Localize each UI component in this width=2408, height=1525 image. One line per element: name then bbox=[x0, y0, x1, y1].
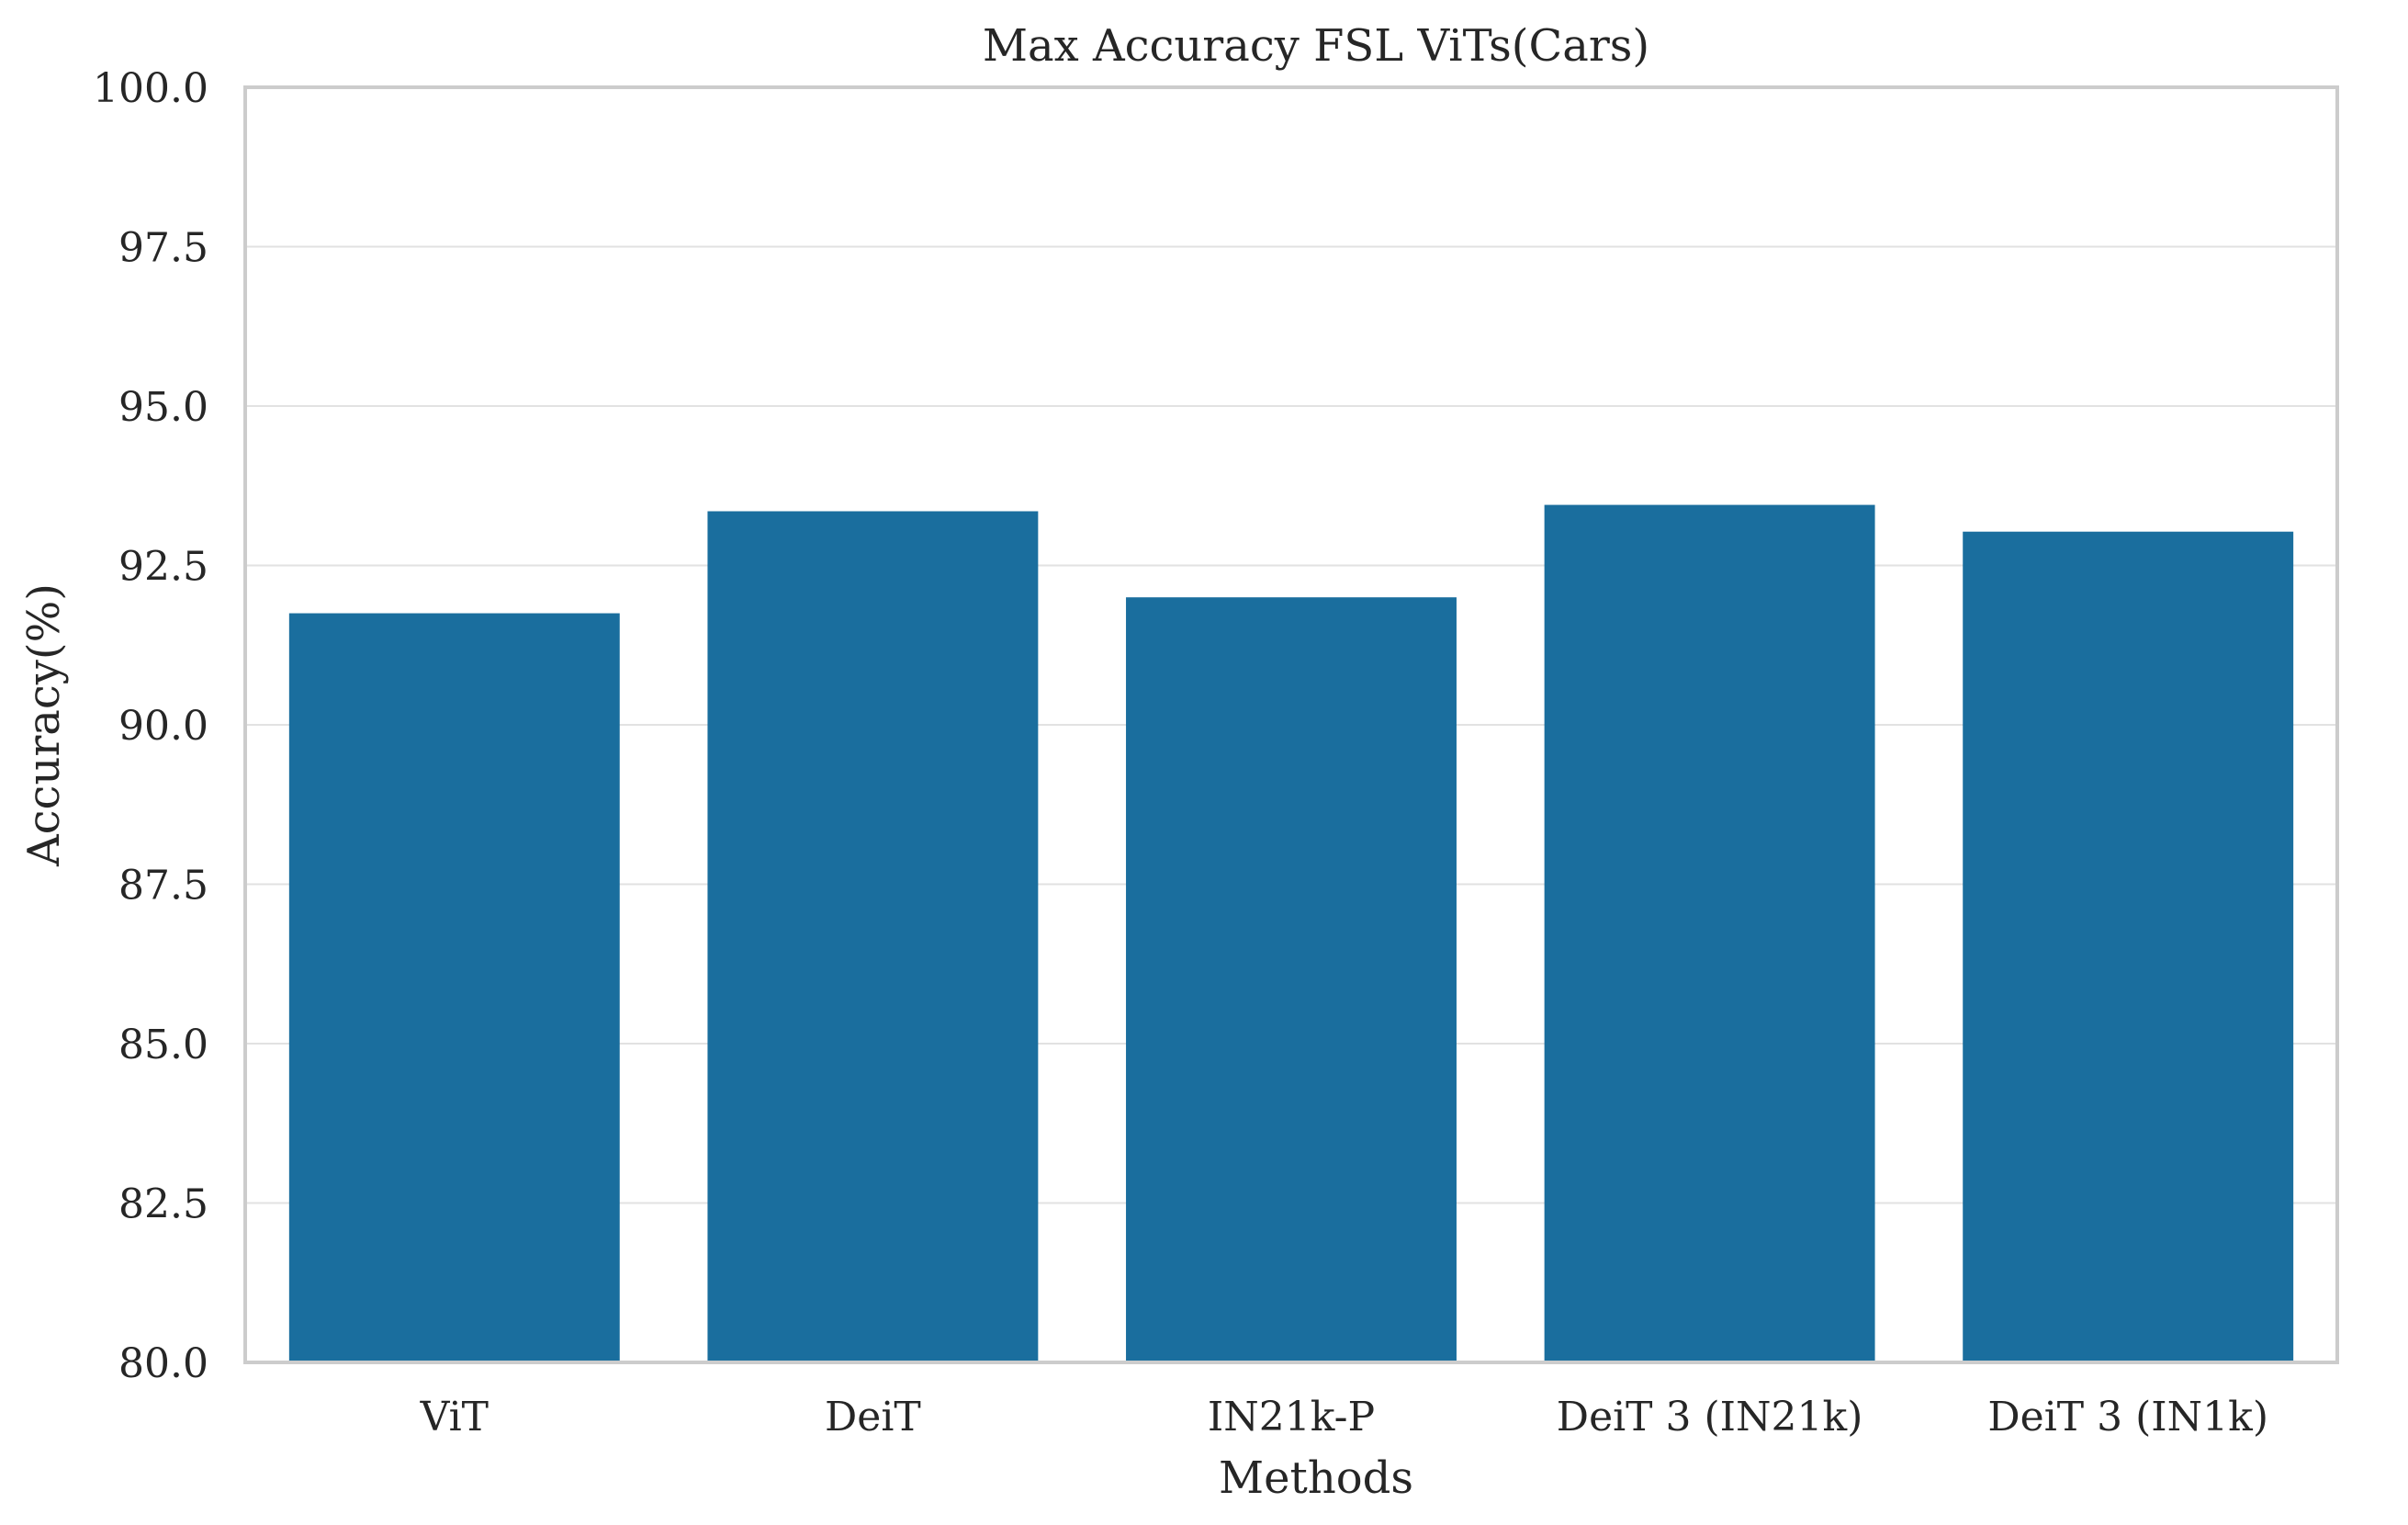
x-tick-label: DeiT bbox=[825, 1394, 921, 1440]
y-tick-label: 87.5 bbox=[118, 863, 208, 909]
x-tick-label: DeiT 3 (IN21k) bbox=[1557, 1394, 1863, 1440]
plot-frame bbox=[243, 85, 2339, 1364]
x-tick-label: IN21k-P bbox=[1208, 1394, 1375, 1440]
y-tick-label: 92.5 bbox=[118, 544, 208, 591]
y-tick-label: 97.5 bbox=[118, 225, 208, 272]
bar bbox=[1126, 597, 1457, 1362]
y-tick-label: 95.0 bbox=[118, 384, 208, 431]
x-tick-label: ViT bbox=[420, 1394, 489, 1440]
bar bbox=[1544, 504, 1875, 1362]
x-axis-label: Methods bbox=[1219, 1452, 1413, 1504]
bars bbox=[288, 504, 2294, 1362]
y-tick-label: 85.0 bbox=[118, 1022, 208, 1068]
y-tick-labels: 80.0 82.5 85.0 87.5 90.0 92.5 95.0 97.5 100.0 bbox=[93, 65, 208, 1387]
bar bbox=[1963, 531, 2294, 1362]
y-tick-label: 100.0 bbox=[93, 65, 208, 112]
chart-title: Max Accuracy FSL ViTs(Cars) bbox=[983, 20, 1649, 72]
x-tick-labels: ViT DeiT IN21k-P DeiT 3 (IN21k) DeiT 3 (IN1k… bbox=[420, 1394, 2268, 1440]
bar bbox=[707, 511, 1039, 1362]
y-tick-label: 90.0 bbox=[118, 703, 208, 750]
y-tick-label: 82.5 bbox=[118, 1181, 208, 1228]
bar bbox=[288, 613, 620, 1362]
x-tick-label: DeiT 3 (IN1k) bbox=[1987, 1394, 2268, 1440]
y-tick-label: 80.0 bbox=[118, 1340, 208, 1387]
y-axis-label: Accuracy(%) bbox=[18, 583, 70, 867]
